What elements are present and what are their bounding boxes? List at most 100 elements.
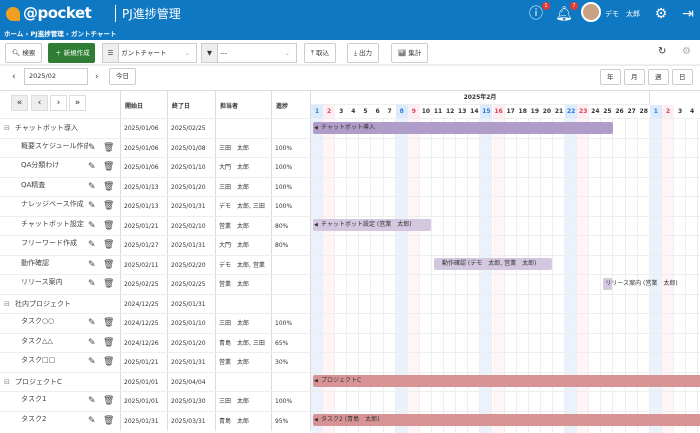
- delete-icon[interactable]: 🗑︎: [103, 220, 115, 231]
- delete-icon[interactable]: 🗑︎: [103, 162, 115, 172]
- task-row[interactable]: QA分類わけ ✎ 🗑︎ 2025/01/06 2025/01/10 大門 太郎 100%: [0, 157, 700, 178]
- last-page-button[interactable]: »: [69, 95, 86, 111]
- task-name[interactable]: リリース案内: [21, 278, 63, 286]
- task-name[interactable]: タスク○○: [21, 317, 55, 325]
- scale-year-button[interactable]: 年: [600, 69, 621, 85]
- task-name[interactable]: 動作確認: [21, 258, 49, 267]
- delete-icon[interactable]: 🗑︎: [103, 357, 115, 367]
- delete-icon[interactable]: 🗑︎: [103, 240, 115, 250]
- gantt-bar[interactable]: ◀ チャットボット導入: [313, 121, 613, 134]
- export-button[interactable]: ⤓ 出力: [347, 43, 379, 63]
- next-page-button[interactable]: ›: [50, 95, 67, 111]
- task-name[interactable]: タスク△△: [21, 336, 53, 345]
- task-name[interactable]: タスク1: [21, 395, 47, 403]
- edit-icon[interactable]: ✎: [88, 357, 96, 367]
- breadcrumb-app[interactable]: PJ進捗管理: [30, 30, 64, 38]
- project-row[interactable]: ⊟ チャットボット導入 2025/01/06 2025/02/25: [0, 118, 700, 139]
- edit-icon[interactable]: ✎: [88, 279, 96, 289]
- task-name[interactable]: QA精査: [21, 180, 46, 189]
- gantt-bar[interactable]: 動作確認 (デモ 太郎, 営業 太郎): [434, 258, 552, 270]
- edit-icon[interactable]: ✎: [88, 181, 96, 192]
- edit-icon[interactable]: ✎: [88, 415, 96, 426]
- col-end[interactable]: 終了日: [168, 91, 216, 118]
- gantt-bar[interactable]: ◀ チャットボット設定 (営業 太郎): [313, 219, 431, 231]
- logout-icon[interactable]: ⇥: [682, 6, 694, 22]
- task-name[interactable]: ナレッジベース作成: [21, 200, 84, 208]
- edit-icon[interactable]: ✎: [88, 240, 96, 250]
- task-row[interactable]: タスク1 ✎ 🗑︎ 2025/01/01 2025/01/30 三田 太郎 100%: [0, 391, 700, 412]
- edit-icon[interactable]: ✎: [88, 396, 96, 406]
- task-name[interactable]: プロジェクトC: [15, 377, 62, 386]
- first-page-button[interactable]: «: [11, 95, 28, 111]
- delete-icon[interactable]: 🗑︎: [103, 201, 115, 211]
- aggregate-button[interactable]: 📊︎ 集計: [391, 43, 429, 63]
- gantt-bar[interactable]: ◀ タスク2 (青島 太郎): [313, 414, 700, 426]
- import-button[interactable]: ⤒ 取込: [304, 43, 336, 63]
- scale-week-button[interactable]: 週: [648, 69, 669, 85]
- task-row[interactable]: ナレッジベース作成 ✎ 🗑︎ 2025/01/13 2025/01/31 デモ 太郎, 三…: [0, 196, 700, 217]
- col-start[interactable]: 開始日: [120, 91, 168, 118]
- task-name[interactable]: QA分類わけ: [21, 161, 60, 169]
- scale-day-button[interactable]: 日: [672, 69, 693, 85]
- edit-icon[interactable]: ✎: [88, 162, 96, 172]
- next-month-button[interactable]: ›: [95, 72, 99, 82]
- task-row[interactable]: 概要スケジュール作成 ✎ 🗑︎ 2025/01/06 2025/01/08 三田 太郎 10…: [0, 137, 700, 158]
- avatar[interactable]: [581, 2, 601, 22]
- col-progress[interactable]: 進捗: [272, 91, 311, 118]
- edit-icon[interactable]: ✎: [88, 337, 96, 348]
- task-row[interactable]: フリーワード作成 ✎ 🗑︎ 2025/01/27 2025/01/31 大門 太郎 80%: [0, 235, 700, 256]
- filter-select[interactable]: ▼ --- ⌄: [201, 43, 297, 63]
- view-select[interactable]: ☰ ガントチャート ⌄: [102, 43, 197, 63]
- task-row[interactable]: タスク□□ ✎ 🗑︎ 2025/01/21 2025/01/31 営業 太郎 30%: [0, 352, 700, 373]
- today-button[interactable]: 今日: [109, 68, 136, 85]
- edit-icon[interactable]: ✎: [88, 142, 96, 153]
- edit-icon[interactable]: ✎: [88, 220, 96, 231]
- breadcrumb-home[interactable]: ホーム: [4, 30, 24, 38]
- collapse-icon[interactable]: ⊟: [4, 377, 10, 386]
- collapse-icon[interactable]: ⊟: [4, 124, 10, 132]
- task-name[interactable]: フリーワード作成: [21, 239, 77, 247]
- new-button[interactable]: ＋ 新規作成: [48, 43, 95, 63]
- task-row[interactable]: リリース案内 ✎ 🗑︎ 2025/02/25 2025/02/25 営業 太郎: [0, 274, 700, 295]
- collapse-icon[interactable]: ⊟: [4, 299, 10, 308]
- task-row[interactable]: タスク○○ ✎ 🗑︎ 2024/12/25 2025/01/10 三田 太郎 100%: [0, 313, 700, 334]
- delete-icon[interactable]: 🗑︎: [103, 142, 115, 153]
- delete-icon[interactable]: 🗑︎: [103, 337, 115, 348]
- refresh-icon[interactable]: ↻: [658, 46, 667, 57]
- project-row[interactable]: ⊟ 社内プロジェクト 2024/12/25 2025/01/31: [0, 293, 700, 314]
- gantt-bar[interactable]: ◀ プロジェクトC: [313, 375, 700, 387]
- delete-icon[interactable]: 🗑︎: [103, 181, 115, 192]
- user-name[interactable]: デモ 太郎: [605, 10, 640, 18]
- prev-page-button[interactable]: ‹: [31, 95, 48, 111]
- task-name[interactable]: チャットボット導入: [15, 124, 78, 132]
- delete-icon[interactable]: 🗑︎: [103, 259, 115, 270]
- logo[interactable]: @pocket: [6, 4, 92, 22]
- task-row[interactable]: QA精査 ✎ 🗑︎ 2025/01/13 2025/01/20 三田 太郎 100%: [0, 176, 700, 197]
- task-name[interactable]: タスク□□: [21, 356, 56, 364]
- search-button[interactable]: 🔍︎ 検索: [5, 43, 43, 63]
- edit-icon[interactable]: ✎: [88, 259, 96, 270]
- gantt-bar[interactable]: リリース案内 (営業 太郎): [603, 277, 678, 290]
- month-input[interactable]: 2025/02: [24, 68, 88, 85]
- project-row[interactable]: ⊟ プロジェクトC 2025/01/01 2025/04/04: [0, 371, 700, 392]
- alert-icon[interactable]: ⓘ 1: [527, 2, 550, 23]
- edit-icon[interactable]: ✎: [88, 201, 96, 211]
- scale-month-button[interactable]: 月: [624, 69, 645, 85]
- task-name[interactable]: タスク2: [21, 414, 47, 423]
- task-row[interactable]: チャットボット設定 ✎ 🗑︎ 2025/01/21 2025/02/10 営業 太郎 80%: [0, 215, 700, 236]
- delete-icon[interactable]: 🗑︎: [103, 318, 115, 328]
- bell-icon[interactable]: 🔔︎ 7: [555, 2, 578, 23]
- prev-month-button[interactable]: ‹: [12, 72, 16, 82]
- settings-icon[interactable]: ⚙: [682, 46, 691, 57]
- task-name[interactable]: チャットボット設定: [21, 219, 84, 228]
- edit-icon[interactable]: ✎: [88, 318, 96, 328]
- delete-icon[interactable]: 🗑︎: [103, 396, 115, 406]
- task-name[interactable]: 概要スケジュール作成: [21, 141, 88, 150]
- task-name[interactable]: 社内プロジェクト: [15, 299, 71, 308]
- col-person[interactable]: 担当者: [216, 91, 272, 118]
- gear-icon[interactable]: ⚙: [654, 6, 668, 22]
- delete-icon[interactable]: 🗑︎: [103, 415, 115, 426]
- task-row[interactable]: タスク2 ✎ 🗑︎ 2025/01/31 2025/03/31 青島 太郎 95%: [0, 410, 700, 431]
